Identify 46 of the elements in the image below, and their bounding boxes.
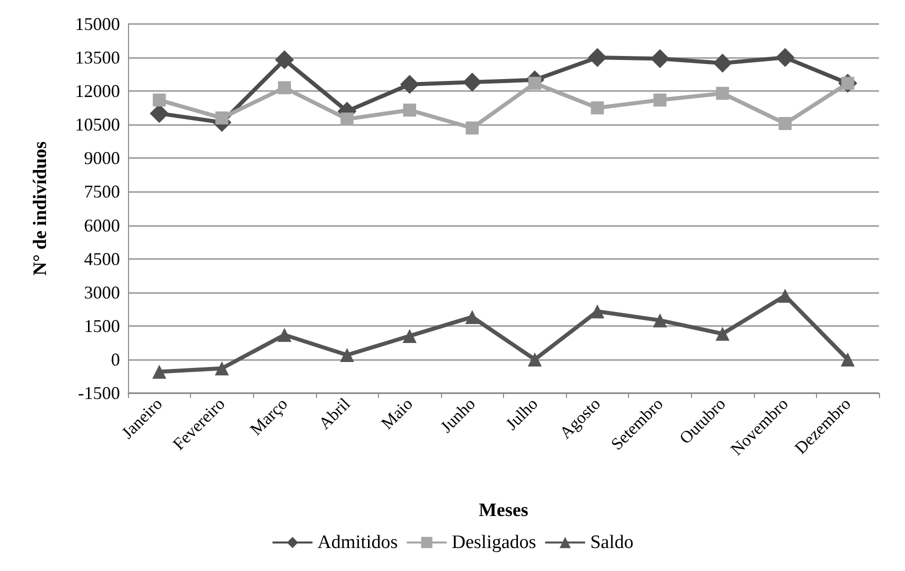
point [465,310,480,324]
point [340,348,354,362]
y-tick-label: 0 [111,349,120,370]
point [653,94,666,107]
point [776,48,795,68]
y-tick-label: 10500 [75,114,120,135]
point [152,94,166,107]
y-tick-label: 6000 [84,215,120,236]
y-tick-label: 13500 [75,48,120,68]
y-axis-title: N° de indivíduos [30,141,51,276]
legend-label: Admitidos [318,532,398,553]
point [466,121,479,134]
point [214,361,229,376]
point [716,326,730,341]
point [588,48,607,68]
y-tick-label: -1500 [78,383,120,403]
point [462,72,482,92]
point [400,74,420,94]
y-tick-label: 3000 [84,282,120,302]
point [340,112,354,126]
y-tick-label: 12000 [75,81,120,102]
point [402,328,417,343]
y-tick-label: 9000 [84,148,120,168]
point [152,364,166,379]
point [590,304,604,318]
x-axis-title: Meses [478,500,528,521]
point [403,104,416,117]
y-tick-label: 4500 [84,248,120,269]
point [215,111,228,124]
point [528,76,542,90]
point [650,49,670,68]
point [652,313,667,328]
y-tick-label: 15000 [75,14,120,34]
point [528,352,542,366]
point [277,328,292,342]
point [590,101,604,114]
point [274,50,294,70]
legend-label: Desligados [452,532,536,553]
point [278,81,291,94]
legend-label: Saldo [590,532,634,553]
point [840,352,855,366]
point [713,54,732,73]
y-tick-label: 1500 [84,316,120,336]
y-tick-label: 7500 [84,182,120,202]
point [778,117,792,130]
point [716,86,730,100]
